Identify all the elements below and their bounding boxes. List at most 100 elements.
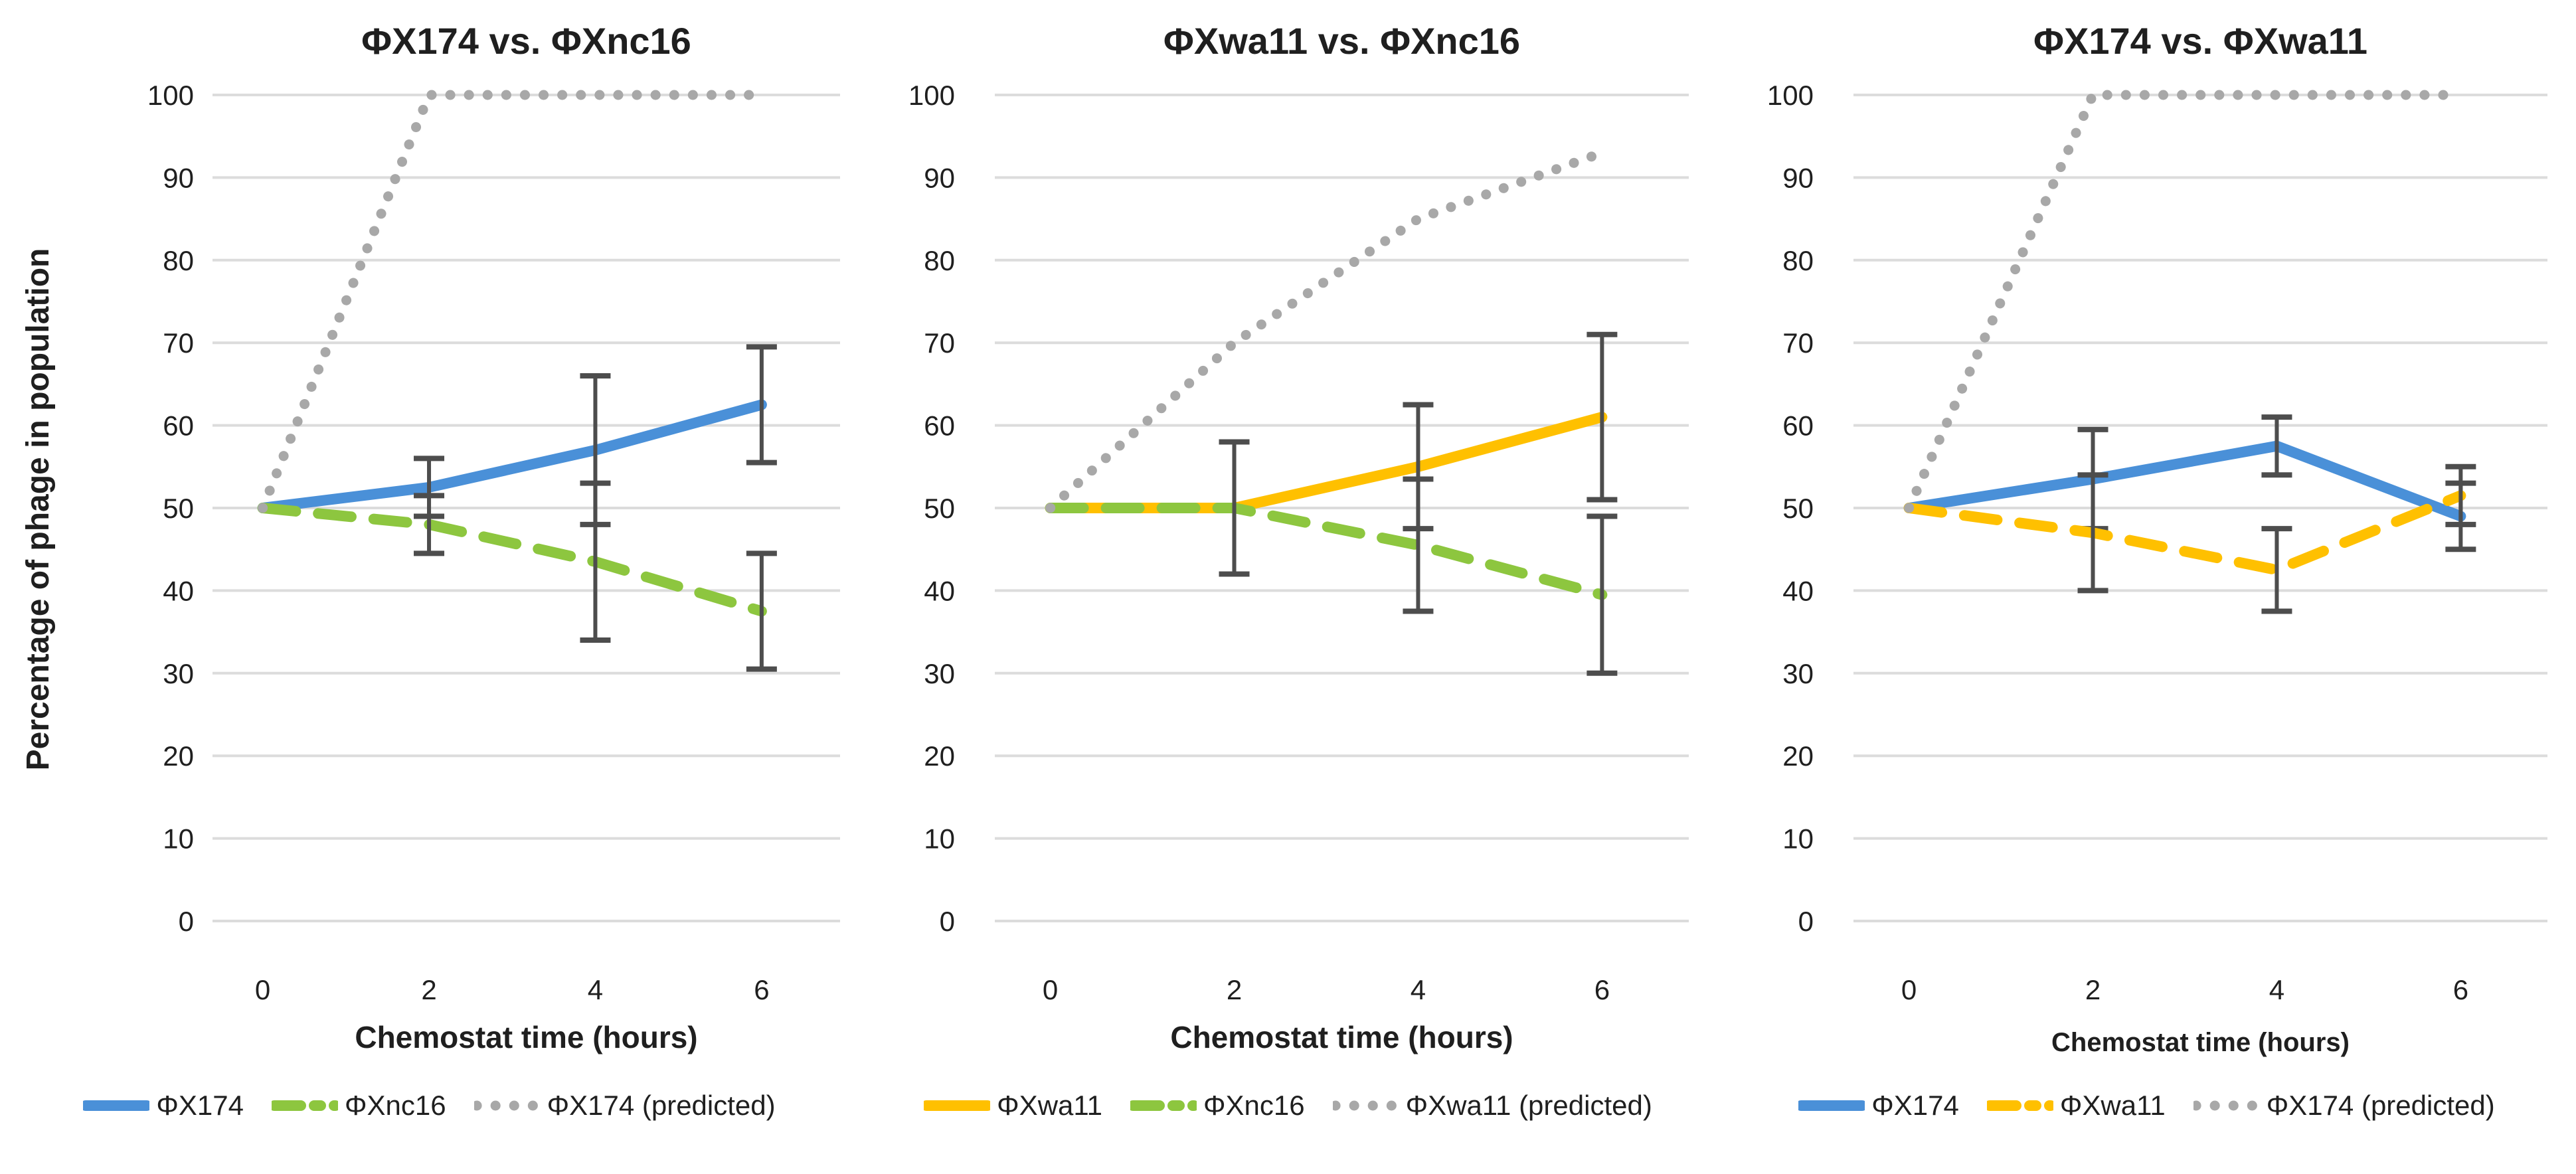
x-axis-title: Chemostat time (hours) <box>355 1020 698 1054</box>
y-tick-label: 90 <box>163 162 194 193</box>
legend: ΦX174 ΦXnc16 ΦX174 (predicted) <box>0 1077 859 1134</box>
x-axis-title: Chemostat time (hours) <box>2051 1028 2350 1057</box>
y-tick-label: 10 <box>924 823 955 855</box>
x-tick-label: 4 <box>588 974 603 1005</box>
y-tick-label: 60 <box>163 410 194 442</box>
y-tick-label: 20 <box>924 740 955 772</box>
series-dotted-line <box>1904 90 2466 513</box>
x-axis-title: Chemostat time (hours) <box>1170 1020 1513 1054</box>
y-tick-label: 0 <box>179 906 194 937</box>
x-tick-labels: 0 2 4 6 <box>1901 974 2468 1005</box>
legend-item: ΦXwa11 <box>924 1090 1102 1122</box>
y-tick-label: 90 <box>1782 162 1814 193</box>
y-tick-label: 40 <box>924 575 955 606</box>
series-solid-line <box>257 399 767 513</box>
legend-solid-line-icon <box>83 1100 150 1111</box>
legend-solid-line-icon <box>924 1100 991 1111</box>
error-bars <box>2077 463 2476 614</box>
legend-dashed-line-icon <box>1130 1100 1197 1111</box>
y-tick-label: 50 <box>163 493 194 524</box>
chart-panel-2: ΦXwa11 vs. ΦXnc16 0 10 20 30 40 50 60 70 80 90 100… <box>859 0 1717 1174</box>
y-tick-label: 40 <box>1782 575 1814 606</box>
error-bars <box>414 480 777 672</box>
x-tick-label: 0 <box>1043 974 1058 1005</box>
y-tick-label: 80 <box>163 245 194 276</box>
legend-label: ΦX174 <box>1871 1090 1959 1121</box>
x-tick-labels: 0 2 4 6 <box>1043 974 1610 1005</box>
legend: ΦX174 ΦXwa11 ΦX174 (predicted) <box>1717 1077 2576 1134</box>
series-solid-line <box>1903 440 2466 522</box>
legend-label: ΦX174 (predicted) <box>547 1090 776 1121</box>
y-tick-label: 70 <box>163 327 194 359</box>
plot-area: 0 10 20 30 40 50 60 70 80 90 100 0 2 4 6 <box>147 80 840 1005</box>
legend-label: ΦXwa11 <box>2059 1090 2166 1121</box>
gridlines <box>213 94 840 922</box>
legend-item: ΦX174 (predicted) <box>2193 1090 2495 1122</box>
y-tick-label: 40 <box>163 575 194 606</box>
plot-area: 0 10 20 30 40 50 60 70 80 90 100 0 2 4 6 <box>1767 80 2547 1005</box>
chart-title: ΦX174 vs. ΦXwa11 <box>2033 20 2367 62</box>
legend-dashed-line-icon <box>271 1100 338 1111</box>
legend-item: ΦXnc16 <box>271 1090 446 1122</box>
series-dashed-line <box>1045 503 1608 600</box>
chart-title: ΦXwa11 vs. ΦXnc16 <box>1163 20 1521 62</box>
chart-panel-3: ΦX174 vs. ΦXwa11 0 10 20 30 40 50 60 70 80 90 100 0… <box>1717 0 2576 1174</box>
y-tick-label: 50 <box>1782 493 1814 524</box>
legend-label: ΦXwa11 <box>997 1090 1102 1121</box>
gridlines <box>995 94 1689 922</box>
plot-area: 0 10 20 30 40 50 60 70 80 90 100 0 2 4 6 <box>908 80 1689 1005</box>
series-dashed-line <box>1903 490 2466 576</box>
series-dotted-line <box>258 90 767 513</box>
legend-item: ΦX174 (predicted) <box>473 1090 776 1122</box>
x-tick-label: 6 <box>2453 974 2468 1005</box>
legend-label: ΦX174 (predicted) <box>2266 1090 2495 1121</box>
y-tick-label: 100 <box>147 80 194 111</box>
series-dotted-line <box>1045 147 1607 513</box>
x-tick-label: 2 <box>421 974 436 1005</box>
x-tick-labels: 0 2 4 6 <box>255 974 770 1005</box>
y-tick-label: 70 <box>924 327 955 359</box>
legend-label: ΦXwa11 (predicted) <box>1405 1090 1652 1121</box>
legend-item: ΦXwa11 (predicted) <box>1332 1090 1652 1122</box>
legend-label: ΦXnc16 <box>1203 1090 1305 1121</box>
y-tick-label: 30 <box>1782 658 1814 689</box>
y-tick-label: 20 <box>163 740 194 772</box>
x-tick-label: 6 <box>1594 974 1610 1005</box>
legend: ΦXwa11 ΦXnc16 ΦXwa11 (predicted) <box>859 1077 1717 1134</box>
legend-item: ΦXnc16 <box>1130 1090 1305 1122</box>
y-tick-label: 60 <box>1782 410 1814 442</box>
y-tick-label: 0 <box>1798 906 1814 937</box>
legend-item: ΦXwa11 <box>1986 1090 2166 1122</box>
legend-dotted-line-icon <box>473 1100 541 1111</box>
y-tick-label: 70 <box>1782 327 1814 359</box>
legend-item: ΦX174 <box>1798 1090 1959 1122</box>
y-tick-label: 10 <box>163 823 194 855</box>
y-tick-label: 20 <box>1782 740 1814 772</box>
x-tick-label: 4 <box>2269 974 2284 1005</box>
legend-dotted-line-icon <box>1332 1100 1399 1111</box>
error-bars <box>1219 439 1618 676</box>
y-tick-labels: 0 10 20 30 40 50 60 70 80 90 100 <box>1767 80 1814 937</box>
y-tick-label: 100 <box>1767 80 1814 111</box>
y-tick-label: 100 <box>908 80 955 111</box>
y-tick-label: 10 <box>1782 823 1814 855</box>
y-tick-label: 60 <box>924 410 955 442</box>
y-tick-label: 30 <box>924 658 955 689</box>
x-tick-label: 2 <box>1227 974 1242 1005</box>
y-tick-label: 80 <box>1782 245 1814 276</box>
legend-dashed-line-icon <box>1986 1100 2053 1111</box>
x-tick-label: 4 <box>1411 974 1426 1005</box>
chart-title: ΦX174 vs. ΦXnc16 <box>361 20 691 62</box>
chart-panel-1: Percentage of phage in population ΦX174 … <box>0 0 859 1174</box>
legend-label: ΦX174 <box>156 1090 244 1121</box>
y-tick-label: 90 <box>924 162 955 193</box>
legend-label: ΦXnc16 <box>344 1090 446 1121</box>
legend-solid-line-icon <box>1798 1100 1865 1111</box>
legend-item: ΦX174 <box>83 1090 244 1122</box>
y-tick-labels: 0 10 20 30 40 50 60 70 80 90 100 <box>147 80 194 937</box>
y-tick-label: 80 <box>924 245 955 276</box>
x-tick-label: 0 <box>1901 974 1917 1005</box>
legend-dotted-line-icon <box>2193 1100 2260 1111</box>
y-tick-label: 30 <box>163 658 194 689</box>
x-tick-label: 6 <box>754 974 769 1005</box>
